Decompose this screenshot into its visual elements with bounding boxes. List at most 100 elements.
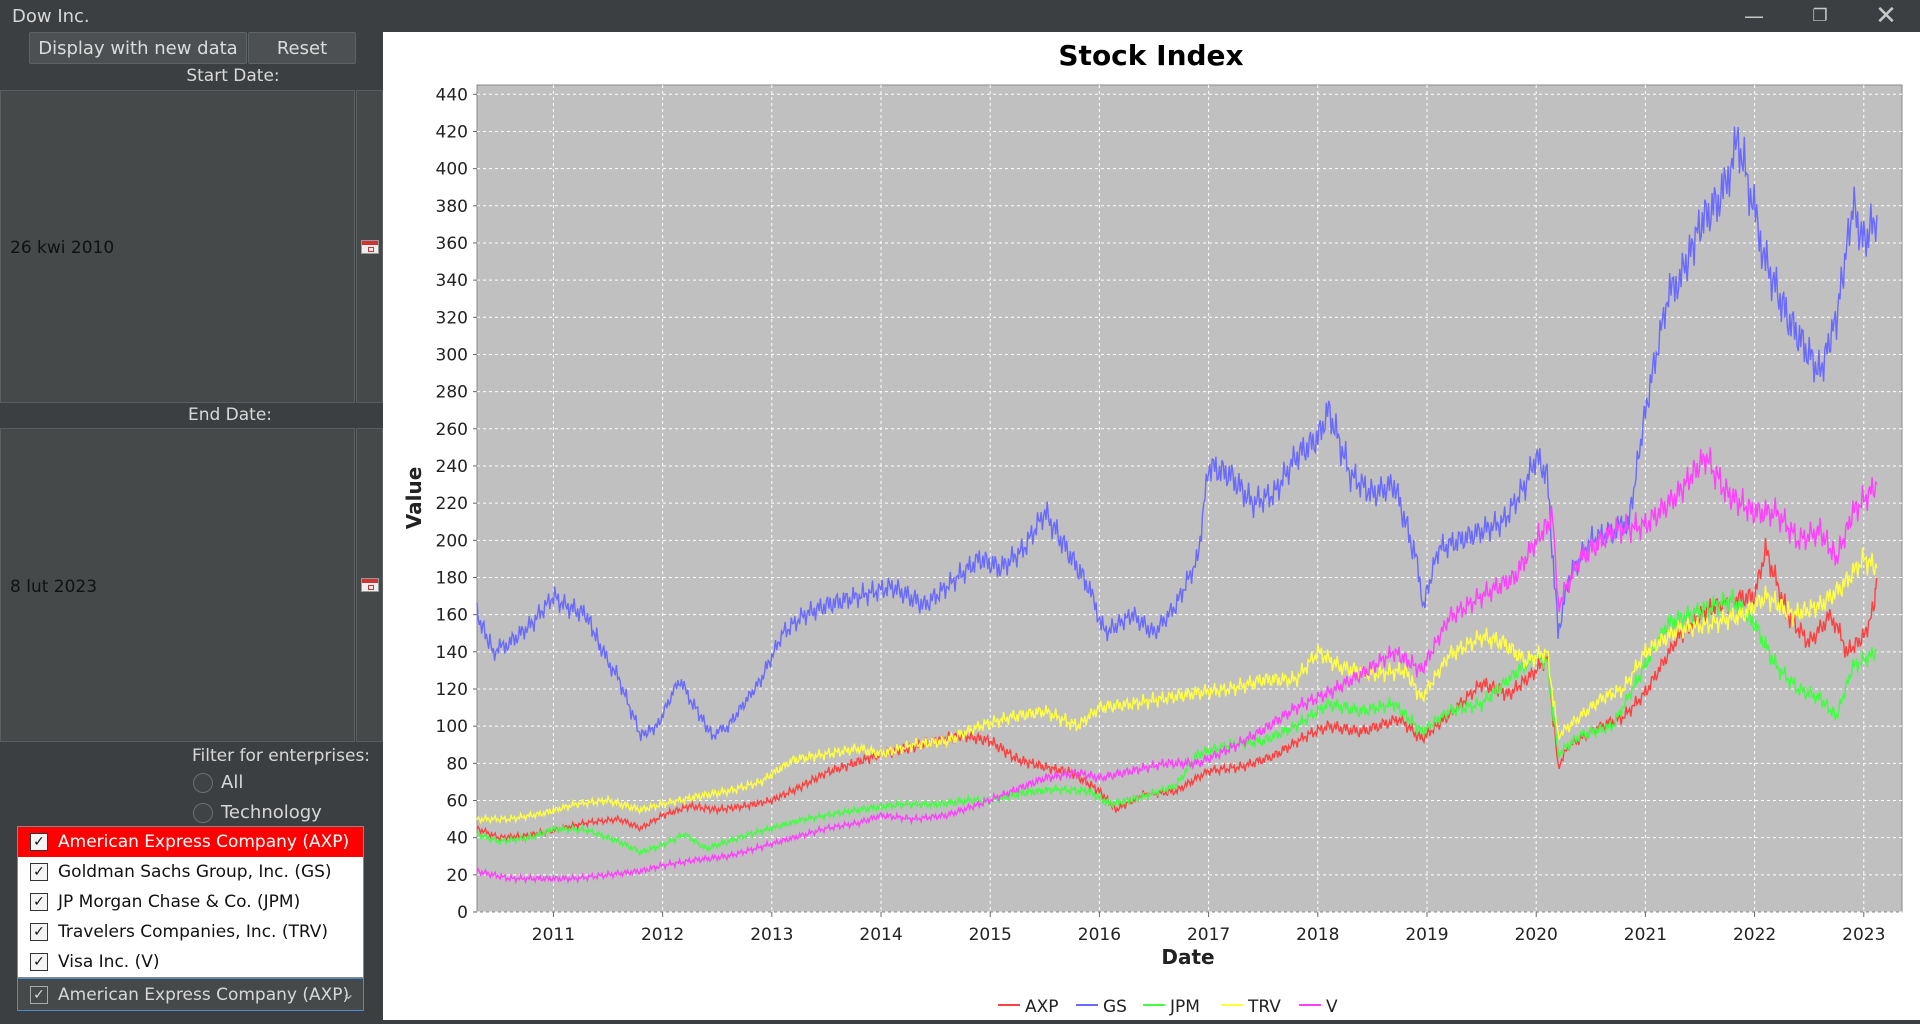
y-tick-label: 420: [436, 122, 468, 142]
filter-option-all[interactable]: All: [193, 772, 243, 793]
x-tick-label: 2016: [1078, 925, 1121, 945]
y-tick-label: 200: [436, 531, 468, 551]
list-item[interactable]: ✓ JP Morgan Chase & Co. (JPM): [18, 887, 363, 917]
close-icon: ✕: [1875, 1, 1897, 31]
chart-title: Stock Index: [1058, 39, 1243, 72]
legend-label: GS: [1103, 997, 1127, 1017]
calendar-icon: [360, 578, 379, 592]
x-tick-label: 2022: [1733, 925, 1776, 945]
y-tick-label: 440: [436, 85, 468, 105]
x-tick-label: 2013: [750, 925, 793, 945]
checkbox-checked-icon[interactable]: ✓: [30, 893, 48, 911]
y-tick-label: 300: [436, 345, 468, 365]
y-tick-label: 320: [436, 308, 468, 328]
x-tick-label: 2015: [969, 925, 1012, 945]
legend: AXP GS JPM TRV V: [998, 997, 1338, 1017]
window-title: Dow Inc.: [12, 5, 90, 27]
start-date-label: Start Date:: [186, 66, 280, 86]
checkbox-checked-icon[interactable]: ✓: [30, 833, 48, 851]
legend-label: JPM: [1169, 997, 1200, 1017]
y-tick-label: 60: [446, 791, 468, 811]
x-tick-label: 2020: [1515, 925, 1558, 945]
checkbox-checked-icon[interactable]: ✓: [30, 985, 48, 1004]
x-tick-label: 2021: [1624, 925, 1667, 945]
combo-value: American Express Company (AXP): [58, 984, 350, 1005]
title-bar: Dow Inc.: [0, 0, 1920, 32]
y-tick-label: 120: [436, 680, 468, 700]
radio-icon: [193, 802, 213, 823]
series-line-v: [476, 447, 1878, 885]
end-date-picker-button[interactable]: [356, 428, 383, 742]
company-dropdown-list: ✓ American Express Company (AXP) ✓ Goldm…: [17, 826, 364, 978]
plot-area: [476, 84, 1903, 913]
x-tick-label: 2011: [532, 925, 575, 945]
y-tick-label: 260: [436, 420, 468, 440]
y-tick-label: 160: [436, 606, 468, 626]
x-axis-label: Date: [1161, 945, 1214, 969]
y-tick-label: 20: [446, 866, 468, 886]
y-tick-label: 180: [436, 568, 468, 588]
filter-option-technology[interactable]: Technology: [193, 802, 322, 823]
chart-panel: Stock Index 0 20 40 60 80 100 120 140 160 180 200 2…: [383, 32, 1920, 1020]
series-line-gs: [476, 126, 1878, 742]
y-axis-label: Value: [402, 467, 426, 530]
list-item[interactable]: ✓ Goldman Sachs Group, Inc. (GS): [18, 857, 363, 887]
x-tick-label: 2019: [1405, 925, 1448, 945]
y-tick-label: 360: [436, 234, 468, 254]
y-tick-label: 220: [436, 494, 468, 514]
close-button[interactable]: ✕: [1854, 0, 1918, 32]
x-tick-label: 2023: [1842, 925, 1885, 945]
list-item-label: Visa Inc. (V): [58, 952, 160, 972]
minimize-button[interactable]: —: [1722, 0, 1786, 32]
radio-icon: [193, 772, 213, 793]
checkbox-checked-icon[interactable]: ✓: [30, 923, 48, 941]
y-tick-label: 100: [436, 717, 468, 737]
y-tick-label: 400: [436, 160, 468, 180]
stock-chart: Stock Index 0 20 40 60 80 100 120 140 160 180 200 2…: [402, 39, 1903, 1017]
list-item-label: JP Morgan Chase & Co. (JPM): [58, 892, 301, 912]
calendar-icon: [360, 239, 379, 254]
list-item[interactable]: ✓ Visa Inc. (V): [18, 947, 363, 977]
end-date-value: 8 lut 2023: [10, 577, 98, 597]
restore-button[interactable]: ❐: [1788, 0, 1852, 32]
filter-label: Filter for enterprises:: [192, 746, 371, 766]
y-tick-label: 140: [436, 643, 468, 663]
display-button[interactable]: Display with new data: [29, 32, 247, 64]
legend-label: AXP: [1025, 997, 1059, 1017]
checkbox-checked-icon[interactable]: ✓: [30, 863, 48, 881]
end-date-field[interactable]: 8 lut 2023: [0, 428, 355, 742]
x-tick-label: 2012: [641, 925, 684, 945]
y-tick-label: 80: [446, 754, 468, 774]
restore-icon: ❐: [1812, 6, 1828, 26]
x-tick-label: 2014: [859, 925, 902, 945]
end-date-label: End Date:: [187, 405, 273, 425]
reset-button[interactable]: Reset: [248, 32, 356, 64]
x-tick-label: 2018: [1296, 925, 1339, 945]
series-line-trv: [476, 548, 1878, 825]
start-date-field[interactable]: 26 kwi 2010: [0, 90, 355, 403]
minimize-icon: —: [1744, 4, 1764, 28]
list-item[interactable]: ✓ American Express Company (AXP): [18, 827, 363, 857]
list-item-label: Travelers Companies, Inc. (TRV): [58, 922, 329, 942]
y-tick-label: 280: [436, 383, 468, 403]
series-line-jpm: [476, 588, 1878, 857]
list-item-label: American Express Company (AXP): [58, 832, 350, 852]
axes: 0 20 40 60 80 100 120 140 160 180 200 220 240 260 280 3…: [436, 85, 1886, 945]
start-date-picker-button[interactable]: [356, 90, 383, 403]
filter-option-label: Technology: [221, 802, 322, 823]
x-tick-label: 2017: [1187, 925, 1230, 945]
company-combo-box[interactable]: ✓ American Express Company (AXP) ⌄: [17, 978, 364, 1011]
y-tick-label: 340: [436, 271, 468, 291]
y-tick-label: 40: [446, 829, 468, 849]
checkbox-checked-icon[interactable]: ✓: [30, 953, 48, 971]
list-item[interactable]: ✓ Travelers Companies, Inc. (TRV): [18, 917, 363, 947]
legend-label: V: [1326, 997, 1338, 1017]
filter-option-label: All: [221, 772, 244, 793]
start-date-value: 26 kwi 2010: [10, 238, 115, 258]
y-tick-label: 380: [436, 197, 468, 217]
y-tick-label: 240: [436, 457, 468, 477]
chevron-down-icon: ⌄: [341, 984, 355, 1003]
legend-label: TRV: [1247, 997, 1281, 1017]
series-line-axp: [476, 537, 1878, 843]
list-item-label: Goldman Sachs Group, Inc. (GS): [58, 862, 332, 882]
